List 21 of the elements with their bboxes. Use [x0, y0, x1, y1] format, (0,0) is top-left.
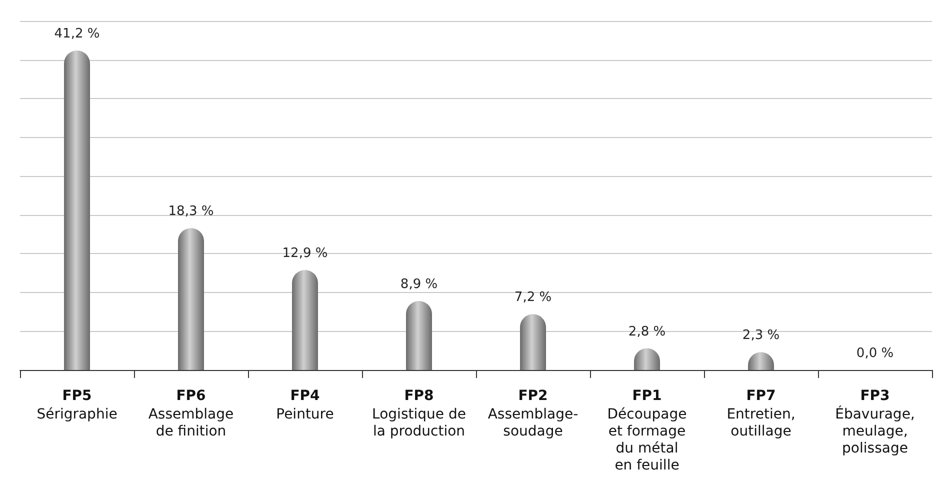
- data-label: 7,2 %: [514, 290, 552, 306]
- x-tick-label: FP7 Entretien, outillage: [726, 388, 796, 440]
- data-label: 2,3 %: [742, 328, 780, 344]
- bar: [520, 314, 546, 370]
- bar: [178, 228, 204, 370]
- data-label: 12,9 %: [282, 246, 328, 261]
- data-label: 8,9 %: [400, 276, 438, 292]
- x-tick-label: FP5 Sérigraphie: [36, 388, 118, 422]
- bar: [406, 300, 432, 370]
- x-tick-label: FP3 Ébavurage, meulage, polissage: [835, 388, 915, 456]
- bar: [64, 50, 90, 370]
- data-label: 18,3 %: [168, 204, 214, 220]
- x-tick-label: FP8 Logistique de la production: [372, 388, 466, 440]
- x-tick-label: FP1 Découpage et formage du métal en feuille: [607, 388, 687, 474]
- bar: [292, 270, 318, 370]
- x-tick-label: FP2 Assemblage- soudage: [488, 388, 578, 440]
- data-label: 41,2 %: [54, 26, 100, 42]
- data-label: 0,0 %: [856, 346, 894, 361]
- x-tick-label: FP4 Peinture: [276, 388, 334, 422]
- data-label: 2,8 %: [628, 324, 666, 340]
- x-tick-label: FP6 Assemblage de finition: [148, 388, 234, 440]
